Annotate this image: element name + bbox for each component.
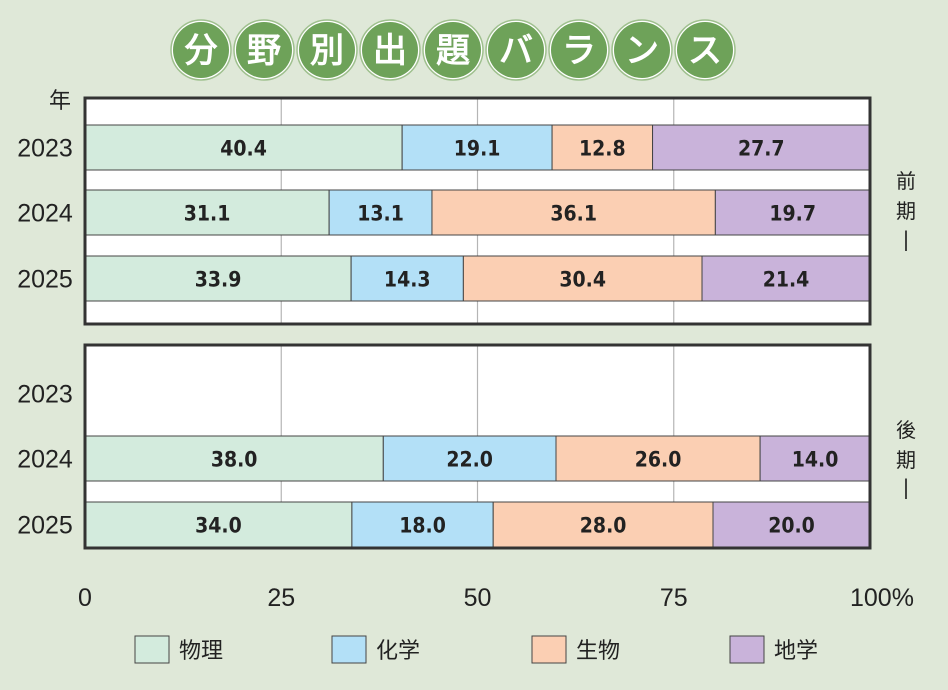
- title-circle: [362, 22, 418, 78]
- legend-swatch: [531, 635, 567, 664]
- year-label: 2023: [17, 135, 73, 163]
- data-label: 33.9: [195, 268, 242, 292]
- year-label: 2023: [17, 381, 73, 409]
- period-label-char: 前: [896, 169, 916, 193]
- title-circle: [551, 22, 607, 78]
- title-char: 野: [247, 31, 281, 71]
- period-label-bar: |: [903, 227, 910, 251]
- plot-panels: 2023 40.4 19.1 12.8 27.7 2024 31.1 13.1 36.1 19.7…: [17, 96, 916, 550]
- period-label-char: 後: [896, 418, 916, 442]
- legend-item: 地学: [729, 635, 818, 664]
- legend: 物理 化学 生物 地学: [134, 635, 818, 664]
- title-circle: [425, 22, 481, 78]
- panel-frame: [83, 96, 872, 326]
- bar-segment-化学: [350, 255, 464, 302]
- bar-segment-地学: [652, 124, 871, 171]
- bar-segment-化学: [401, 124, 553, 171]
- data-label: 38.0: [211, 448, 258, 472]
- legend-label: 地学: [774, 639, 818, 664]
- title-char: バ: [499, 31, 533, 71]
- chart-title: 分野別出題バランス: [170, 19, 736, 81]
- title-circle: [677, 22, 733, 78]
- data-label: 12.8: [579, 137, 626, 161]
- bar-segment-物理: [84, 189, 330, 236]
- bar-segment-地学: [712, 501, 871, 548]
- year-header: 年: [49, 88, 71, 113]
- data-label: 22.0: [446, 448, 493, 472]
- title-circle: [173, 22, 229, 78]
- bar-segment-地学: [714, 189, 871, 236]
- year-label: 2025: [17, 512, 73, 540]
- legend-label: 化学: [376, 639, 420, 664]
- x-tick-label: 0: [78, 584, 92, 612]
- bar-segment-物理: [84, 124, 403, 171]
- data-label: 13.1: [357, 202, 404, 226]
- year-label: 2025: [17, 266, 73, 294]
- x-tick-label: 100%: [850, 584, 914, 612]
- period-label-char: 期: [896, 199, 916, 223]
- data-label: 40.4: [220, 137, 267, 161]
- bar-segment-生物: [431, 189, 716, 236]
- data-label: 19.1: [454, 137, 501, 161]
- title-char: ン: [625, 31, 659, 71]
- legend-label: 生物: [576, 639, 620, 664]
- title-circle: [488, 22, 544, 78]
- title-char: 出: [373, 31, 407, 71]
- data-label: 21.4: [763, 268, 810, 292]
- panel-1: 2023 40.4 19.1 12.8 27.7 2024 31.1 13.1 36.1 19.7…: [17, 96, 916, 326]
- data-label: 26.0: [635, 448, 682, 472]
- legend-item: 物理: [134, 635, 223, 664]
- legend-item: 化学: [331, 635, 420, 664]
- x-axis: 0 25 50 75 100%: [78, 584, 914, 612]
- data-label: 34.0: [195, 514, 242, 538]
- legend-item: 生物: [531, 635, 620, 664]
- legend-label: 物理: [179, 639, 223, 664]
- bar-segment-地学: [701, 255, 871, 302]
- legend-swatch: [729, 635, 765, 664]
- legend-swatch: [331, 635, 367, 664]
- legend-swatch: [134, 635, 170, 664]
- data-label: 30.4: [559, 268, 606, 292]
- title-char: ラ: [562, 31, 596, 71]
- year-label: 2024: [17, 446, 73, 474]
- title-char: 別: [310, 31, 344, 71]
- data-label: 36.1: [550, 202, 597, 226]
- year-header-label: 年: [49, 88, 71, 113]
- data-label: 14.3: [384, 268, 431, 292]
- panel-frame: [83, 343, 872, 550]
- data-label: 20.0: [768, 514, 815, 538]
- data-label: 31.1: [184, 202, 231, 226]
- x-tick-label: 25: [267, 584, 295, 612]
- data-label: 18.0: [399, 514, 446, 538]
- x-tick-label: 75: [660, 584, 688, 612]
- period-label-bar: |: [903, 475, 910, 499]
- title-char: 分: [184, 31, 218, 71]
- period-label-char: 期: [896, 448, 916, 472]
- panel-2: 2023 2024 38.0 22.0 26.0 14.0 2025 34.0 18.0 28.0…: [17, 343, 916, 550]
- data-label: 14.0: [792, 448, 839, 472]
- bar-segment-物理: [84, 435, 384, 482]
- bar-segment-地学: [759, 435, 871, 482]
- title-char: ス: [688, 31, 722, 71]
- data-label: 28.0: [580, 514, 627, 538]
- title-circle: [236, 22, 292, 78]
- bar-segment-化学: [328, 189, 433, 236]
- title-circle: [614, 22, 670, 78]
- bar-segment-生物: [492, 501, 714, 548]
- bar-segment-物理: [84, 501, 353, 548]
- title-circle: [299, 22, 355, 78]
- data-label: 19.7: [769, 202, 816, 226]
- title-char: 題: [436, 31, 470, 71]
- year-label: 2024: [17, 200, 73, 228]
- bar-segment-化学: [382, 435, 557, 482]
- data-label: 27.7: [738, 137, 785, 161]
- bar-segment-物理: [84, 255, 352, 302]
- x-tick-label: 50: [464, 584, 492, 612]
